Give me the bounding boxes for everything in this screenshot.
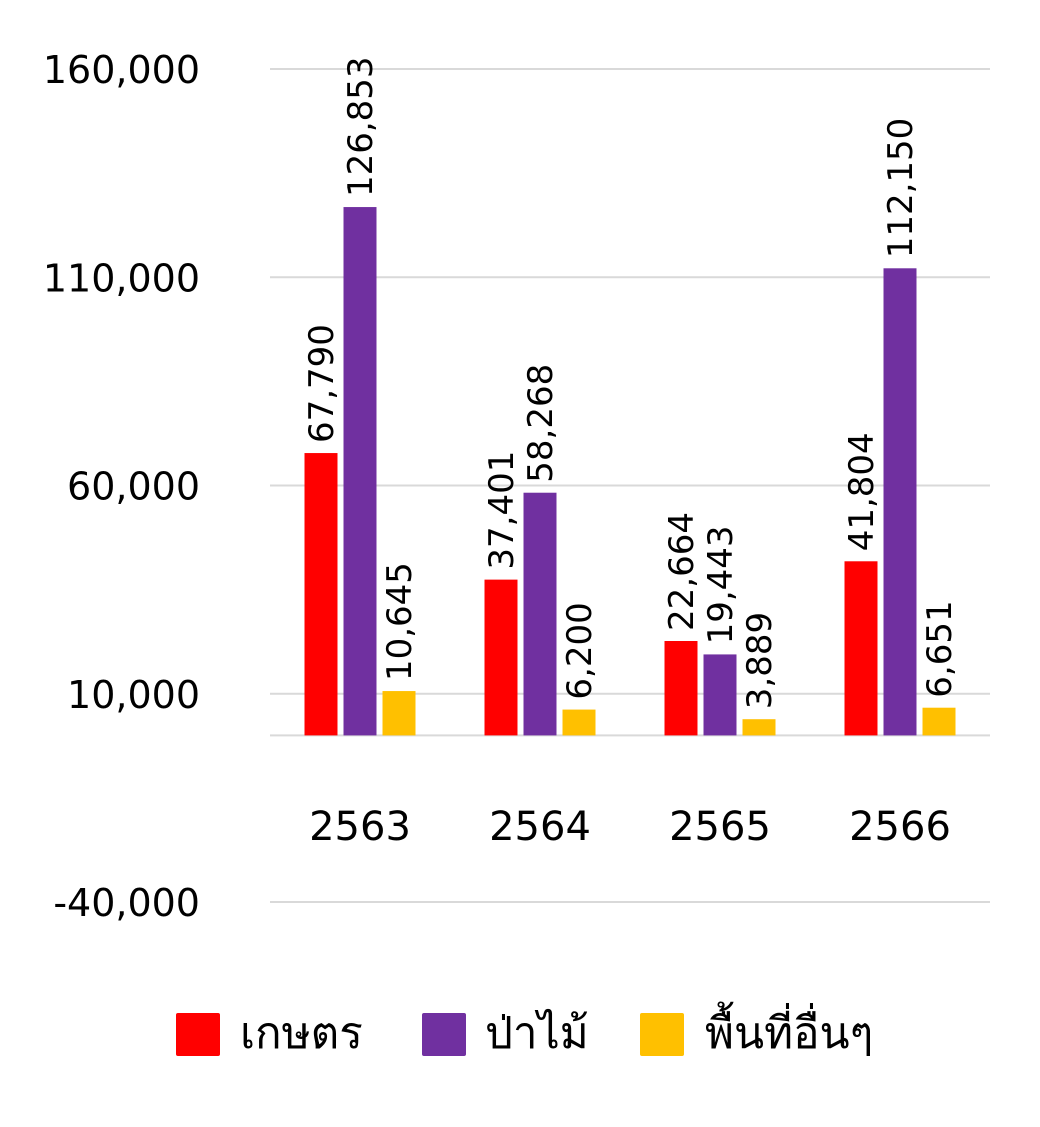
data-label: 126,853 (341, 56, 381, 197)
y-tick-label: 60,000 (67, 465, 200, 509)
data-label: 10,645 (380, 562, 420, 681)
legend-swatch (422, 1013, 466, 1056)
bar (304, 453, 338, 736)
x-tick-label: 2565 (669, 804, 771, 850)
bar (922, 707, 956, 736)
legend-swatch (176, 1013, 220, 1056)
data-label: 3,889 (740, 612, 780, 709)
data-label: 22,664 (662, 512, 702, 631)
data-label: 41,804 (842, 432, 882, 551)
bar (382, 691, 416, 736)
bar (664, 641, 698, 736)
y-tick-label: 10,000 (67, 673, 200, 717)
x-tick-label: 2563 (309, 804, 411, 850)
y-tick-label: 160,000 (43, 48, 200, 92)
data-label: 67,790 (302, 324, 342, 443)
data-label: 58,268 (521, 364, 561, 483)
data-label: 6,651 (920, 600, 960, 697)
bar (562, 709, 596, 736)
data-label: 19,443 (701, 525, 741, 644)
bar (742, 719, 776, 736)
x-tick-label: 2564 (489, 804, 591, 850)
bar (523, 492, 557, 736)
data-label: 6,200 (560, 602, 600, 699)
bar (844, 561, 878, 736)
legend-label: ป่าไม้ (485, 1008, 589, 1059)
legend-swatch (640, 1013, 684, 1056)
y-tick-label: 110,000 (43, 256, 200, 300)
x-tick-label: 2566 (849, 804, 951, 850)
data-label: 37,401 (482, 451, 522, 570)
y-tick-label: -40,000 (53, 881, 200, 925)
bar (703, 654, 737, 736)
legend-label: เกษตร (240, 1008, 363, 1059)
bar (484, 579, 518, 736)
data-label: 112,150 (881, 118, 921, 259)
bar (883, 268, 917, 736)
legend-label: พื้นที่อื่นๆ (705, 1001, 873, 1059)
bar (343, 207, 377, 736)
